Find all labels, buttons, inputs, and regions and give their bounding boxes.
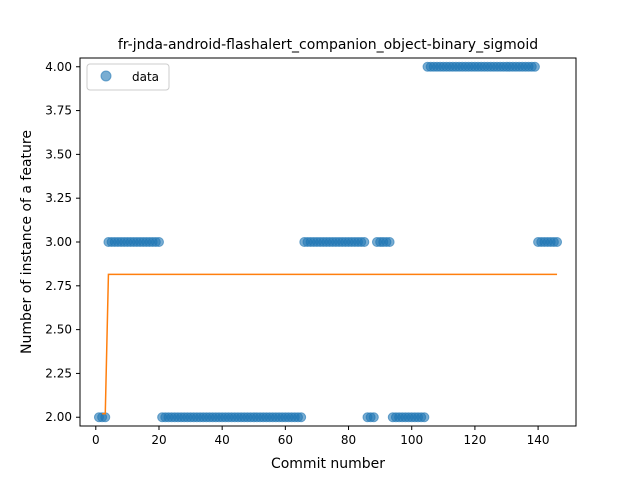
y-tick-label: 4.00: [45, 60, 72, 74]
x-tick-label: 120: [463, 433, 486, 447]
data-point: [419, 412, 430, 423]
x-tick-label: 140: [527, 433, 550, 447]
data-point: [153, 237, 164, 247]
x-tick-label: 0: [92, 433, 100, 447]
x-axis: 0 20 40 60 80 100 120 140: [92, 426, 550, 447]
y-tick-label: 3.25: [45, 191, 72, 205]
legend: data: [86, 63, 170, 91]
y-axis: 2.00 2.25 2.50 2.75 3.00 3.25 3.50 3.75 4.00: [45, 60, 80, 424]
x-tick-label: 40: [215, 433, 230, 447]
y-tick-label: 3.50: [45, 147, 72, 161]
data-point: [368, 412, 379, 423]
x-tick-label: 60: [278, 433, 293, 447]
y-tick-label: 3.00: [45, 235, 72, 249]
y-tick-label: 2.00: [45, 410, 72, 424]
y-axis-label: Number of instance of a feature: [19, 130, 35, 354]
data-point: [359, 237, 370, 247]
x-tick-label: 100: [400, 433, 423, 447]
data-point: [529, 61, 540, 72]
plot-area: [93, 61, 563, 423]
legend-box: [86, 63, 170, 91]
chart-title: fr-jnda-android-flashalert_companion_obj…: [118, 37, 538, 53]
legend-label-data: data: [132, 70, 159, 84]
y-tick-label: 2.25: [45, 366, 72, 380]
data-point: [384, 237, 395, 247]
data-point: [552, 237, 563, 247]
data-point: [296, 412, 307, 423]
fit-line: [102, 273, 558, 415]
y-tick-label: 2.75: [45, 279, 72, 293]
y-tick-label: 3.75: [45, 104, 72, 118]
x-tick-label: 20: [151, 433, 166, 447]
legend-marker-data: [100, 70, 112, 82]
x-tick-label: 80: [341, 433, 356, 447]
y-tick-label: 2.50: [45, 323, 72, 337]
x-axis-label: Commit number: [271, 456, 385, 472]
